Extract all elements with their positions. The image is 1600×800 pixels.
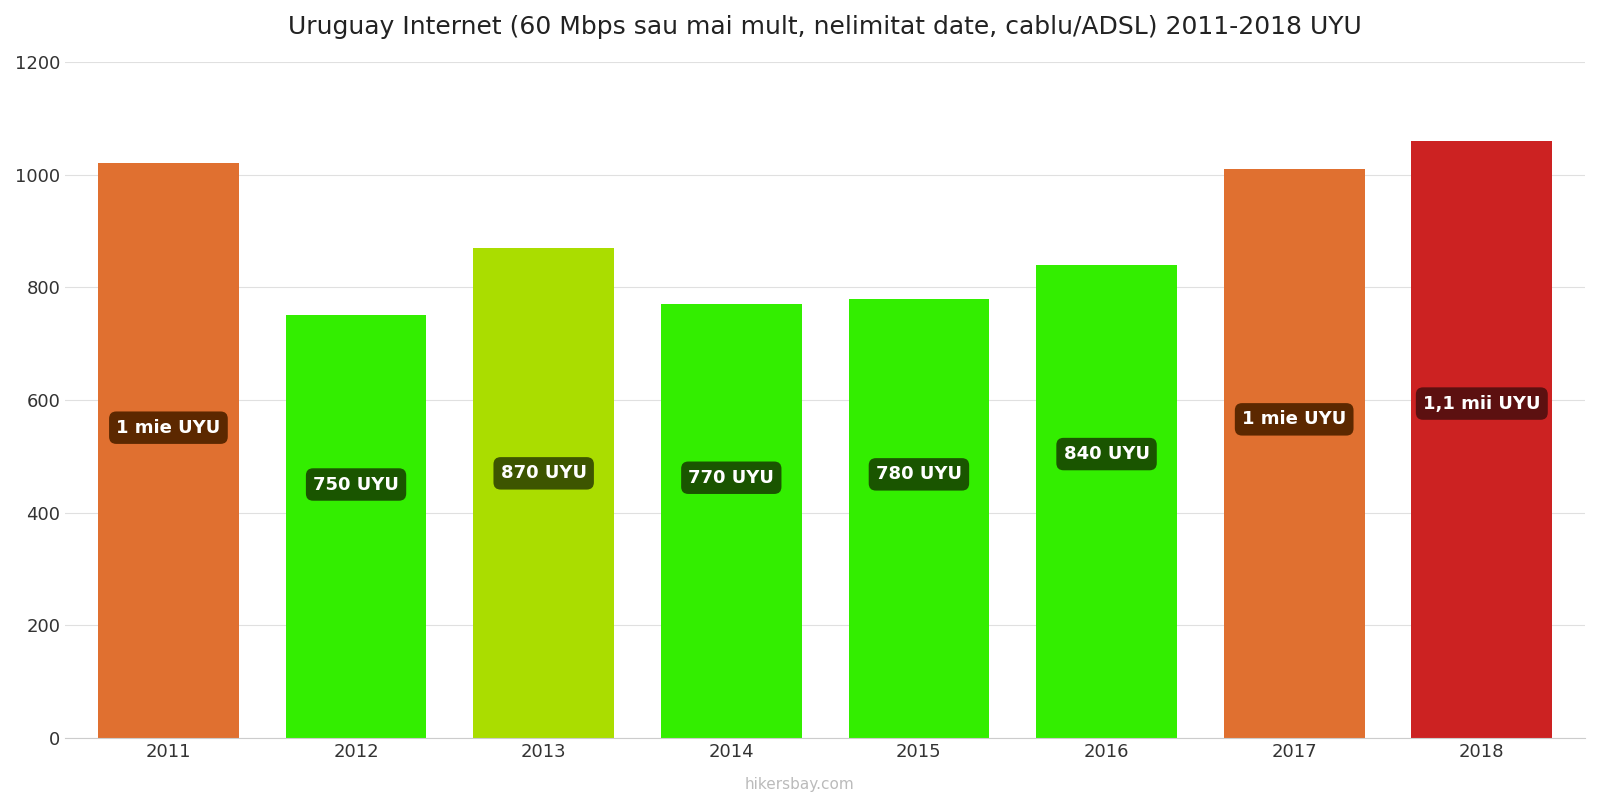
Text: 1 mie UYU: 1 mie UYU <box>117 418 221 437</box>
Text: 780 UYU: 780 UYU <box>875 466 962 483</box>
Bar <box>1224 169 1365 738</box>
Text: 750 UYU: 750 UYU <box>314 475 398 494</box>
Bar <box>286 315 427 738</box>
Text: 870 UYU: 870 UYU <box>501 464 587 482</box>
Text: hikersbay.com: hikersbay.com <box>746 777 854 792</box>
Text: 1,1 mii UYU: 1,1 mii UYU <box>1422 394 1541 413</box>
Text: 1 mie UYU: 1 mie UYU <box>1242 410 1346 428</box>
Text: 770 UYU: 770 UYU <box>688 469 774 486</box>
Bar <box>848 298 989 738</box>
Bar <box>1037 265 1178 738</box>
Bar <box>98 163 238 738</box>
Title: Uruguay Internet (60 Mbps sau mai mult, nelimitat date, cablu/ADSL) 2011-2018 UY: Uruguay Internet (60 Mbps sau mai mult, … <box>288 15 1362 39</box>
Bar <box>661 304 802 738</box>
Bar <box>1411 141 1552 738</box>
Text: 840 UYU: 840 UYU <box>1064 445 1149 463</box>
Bar <box>474 248 614 738</box>
